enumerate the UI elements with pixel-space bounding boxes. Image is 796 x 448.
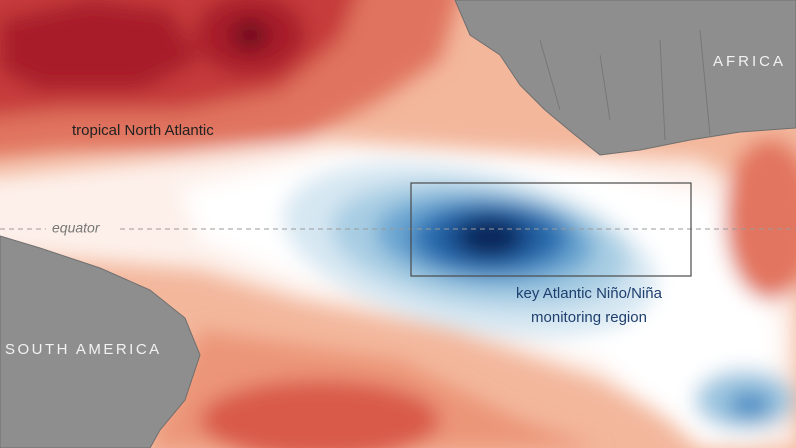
region-label: monitoring region [531, 309, 647, 326]
south-america-land [0, 235, 201, 448]
africa-land [454, 0, 796, 156]
continent-label: AFRICA [713, 53, 786, 70]
continent-label: SOUTH AMERICA [5, 341, 162, 358]
region-label: key Atlantic Niño/Niña [516, 285, 663, 302]
monitoring-box [410, 182, 692, 277]
equator-label: equator [52, 220, 101, 236]
borders [539, 29, 711, 141]
region-label: tropical North Atlantic [72, 122, 214, 139]
